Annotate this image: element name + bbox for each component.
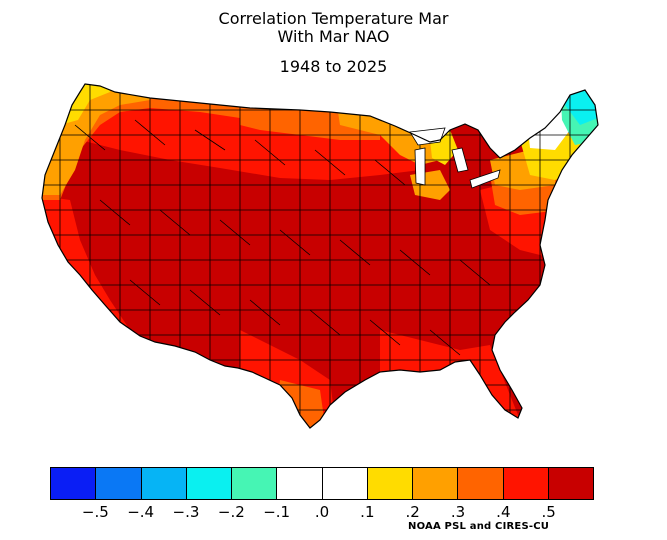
color-scale-cell (458, 468, 504, 499)
color-scale-cell (277, 468, 323, 499)
color-scale-tick-label: −.4 (127, 503, 155, 521)
color-scale-tick-label: .3 (450, 503, 466, 521)
color-scale-cell (186, 468, 232, 499)
color-scale-tick-label: −.2 (217, 503, 245, 521)
color-scale-cell (413, 468, 459, 499)
color-scale-cell (96, 468, 142, 499)
us-correlation-map (41, 83, 599, 429)
map-title-line2: With Mar NAO (277, 27, 390, 46)
color-scale-cell (548, 468, 593, 499)
climate-division-lines (42, 84, 598, 428)
color-scale-cell (232, 468, 278, 499)
lake-erie (469, 169, 501, 189)
color-scale-tick-label: −.3 (172, 503, 200, 521)
us-outline (41, 83, 599, 429)
color-scale-cell (51, 468, 97, 499)
map-period: 1948 to 2025 (279, 57, 388, 76)
color-scale-cell (322, 468, 368, 499)
color-scale-bar (50, 467, 594, 500)
color-scale-cell (367, 468, 413, 499)
map-title-line1: Correlation Temperature Mar (218, 9, 449, 28)
region-red-california (42, 190, 150, 345)
color-scale-cell (503, 468, 549, 499)
color-scale-tick-label: .0 (314, 503, 330, 521)
region-orange-pacific-nw (42, 84, 150, 195)
color-scale-tick-label: .1 (360, 503, 375, 521)
color-scale-tick-label: .4 (496, 503, 511, 521)
lake-michigan (414, 147, 426, 186)
color-scale-tick-label: −.1 (263, 503, 291, 521)
color-scale-cell (141, 468, 187, 499)
lake-huron (451, 147, 469, 173)
color-scale-tick-label: .2 (405, 503, 420, 521)
color-scale-tick-label: .5 (541, 503, 556, 521)
color-scale-tick-label: −.5 (81, 503, 109, 521)
credit-text: NOAA PSL and CIRES-CU (408, 521, 550, 532)
